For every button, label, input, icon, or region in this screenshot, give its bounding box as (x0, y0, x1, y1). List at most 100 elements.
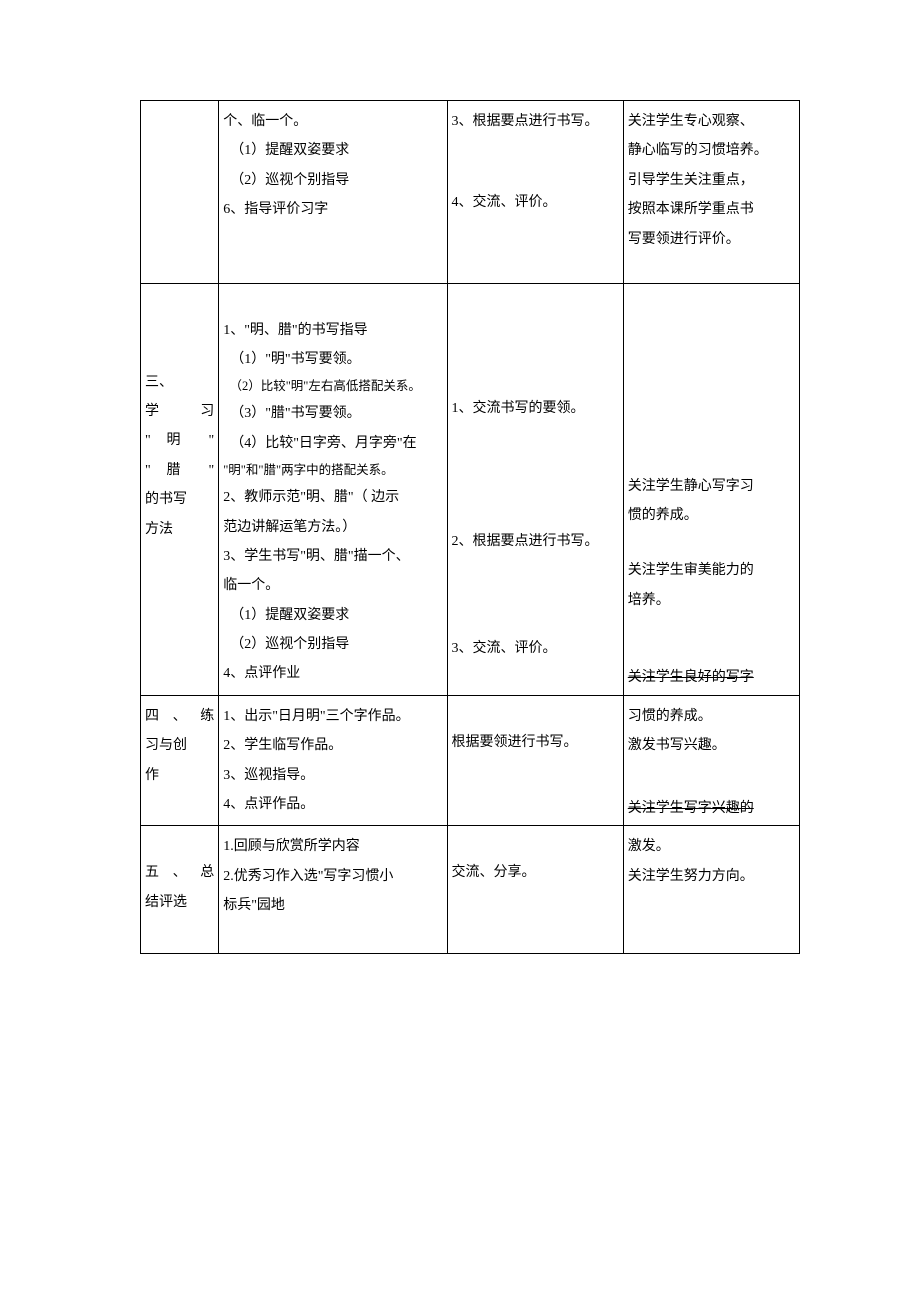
line: 1.回顾与欣赏所学内容 (223, 832, 442, 861)
line: 3、根据要点进行书写。 (452, 107, 619, 136)
line: 激发。 (628, 832, 795, 861)
line: 作 (145, 761, 214, 790)
line: 4、点评作品。 (223, 790, 442, 819)
line: 2.优秀习作入选"写字习惯小 (223, 862, 442, 891)
line: 关注学生努力方向。 (628, 862, 795, 891)
table-row: 三、 学 习 " 明 " " 腊 " 的书写 方法 1、"明、腊"的书写指导 （… (141, 283, 800, 695)
line: 2、根据要点进行书写。 (452, 527, 619, 556)
blank (452, 342, 619, 368)
cell-intent: 习惯的养成。 激发书写兴趣。 关注学生写字兴趣的 (623, 695, 799, 826)
cell-section (141, 101, 219, 284)
line: 四、练 (145, 702, 214, 731)
cell-teacher: 1、出示"日月明"三个字作品。 2、学生临写作品。 3、巡视指导。 4、点评作品… (219, 695, 447, 826)
strike-line: 关注学生良好的写字 (628, 663, 799, 692)
line: （4）比较"日字旁、月字旁"在 (223, 429, 442, 458)
line: " 明 " (145, 426, 214, 455)
line: 静心临写的习惯培养。 (628, 136, 795, 165)
line: 按照本课所学重点书 (628, 195, 795, 224)
blank (628, 420, 795, 446)
blank (145, 832, 214, 858)
blank (452, 556, 619, 582)
blank (452, 316, 619, 342)
line: 关注学生静心写字习 (628, 472, 795, 501)
line: 范边讲解运笔方法。） (223, 513, 442, 542)
cell-section: 五、总 结评选 (141, 826, 219, 953)
blank (628, 530, 795, 556)
line: 习与创 (145, 731, 214, 760)
line: 培养。 (628, 586, 795, 615)
line: 关注学生专心观察、 (628, 107, 795, 136)
line: " 腊 " (145, 456, 214, 485)
cell-teacher: 1、"明、腊"的书写指导 （1）"明"书写要领。 （2）比较"明"左右高低搭配关… (219, 283, 447, 695)
cell-section: 三、 学 习 " 明 " " 腊 " 的书写 方法 (141, 283, 219, 695)
line: 激发书写兴趣。 (628, 731, 795, 760)
line: 1、出示"日月明"三个字作品。 (223, 702, 442, 731)
line: 2、学生临写作品。 (223, 731, 442, 760)
cell-teacher: 1.回顾与欣赏所学内容 2.优秀习作入选"写字习惯小 标兵"园地 (219, 826, 447, 953)
line: 6、指导评价习字 (223, 195, 442, 224)
blank (452, 449, 619, 475)
blank (628, 342, 795, 368)
blank (452, 702, 619, 728)
blank (452, 475, 619, 501)
blank (628, 290, 795, 316)
blank (452, 136, 619, 162)
cell-student: 3、根据要点进行书写。 4、交流、评价。 (447, 101, 623, 284)
line: 标兵"园地 (223, 891, 442, 920)
line: （1）"明"书写要领。 (223, 345, 442, 374)
line: 习惯的养成。 (628, 702, 795, 731)
line: 3、交流、评价。 (452, 634, 619, 663)
cell-teacher: 个、临一个。 （1）提醒双姿要求 （2）巡视个别指导 6、指导评价习字 (219, 101, 447, 284)
line: 方法 (145, 515, 214, 544)
blank (223, 251, 442, 277)
cell-student: 交流、分享。 (447, 826, 623, 953)
line: 根据要领进行书写。 (452, 728, 619, 757)
lesson-plan-table: 个、临一个。 （1）提醒双姿要求 （2）巡视个别指导 6、指导评价习字 3、根据… (140, 100, 800, 954)
table-row: 个、临一个。 （1）提醒双姿要求 （2）巡视个别指导 6、指导评价习字 3、根据… (141, 101, 800, 284)
strike-line: 关注学生写字兴趣的 (628, 794, 799, 823)
line: （1）提醒双姿要求 (223, 136, 442, 165)
blank (452, 832, 619, 858)
blank (145, 316, 214, 342)
blank (452, 608, 619, 634)
line: 个、临一个。 (223, 107, 442, 136)
blank (628, 368, 795, 394)
blank (223, 290, 442, 316)
line: 3、巡视指导。 (223, 761, 442, 790)
line: 惯的养成。 (628, 501, 795, 530)
blank (628, 316, 795, 342)
blank (452, 582, 619, 608)
blank (628, 394, 795, 420)
line: 交流、分享。 (452, 858, 619, 887)
cell-student: 根据要领进行书写。 (447, 695, 623, 826)
line: 写要领进行评价。 (628, 225, 795, 254)
line: 的书写 (145, 485, 214, 514)
line: 4、点评作业 (223, 659, 442, 688)
blank (628, 446, 795, 472)
line: 1、交流书写的要领。 (452, 394, 619, 423)
blank (145, 290, 214, 316)
table-row: 四、练 习与创 作 1、出示"日月明"三个字作品。 2、学生临写作品。 3、巡视… (141, 695, 800, 826)
line: （3）"腊"书写要领。 (223, 399, 442, 428)
cell-student: 1、交流书写的要领。 2、根据要点进行书写。 3、交流、评价。 (447, 283, 623, 695)
blank (223, 921, 442, 947)
line: （2）巡视个别指导 (223, 166, 442, 195)
cell-intent: 关注学生专心观察、 静心临写的习惯培养。 引导学生关注重点， 按照本课所学重点书… (623, 101, 799, 284)
document-page: 个、临一个。 （1）提醒双姿要求 （2）巡视个别指导 6、指导评价习字 3、根据… (0, 0, 920, 1014)
line: 三、 (145, 368, 214, 397)
blank (452, 501, 619, 527)
blank (452, 290, 619, 316)
cell-intent: 关注学生静心写字习 惯的养成。 关注学生审美能力的 培养。 关注学生良好的写字 (623, 283, 799, 695)
blank (452, 162, 619, 188)
cell-intent: 激发。 关注学生努力方向。 (623, 826, 799, 953)
blank (452, 423, 619, 449)
line: （2）比较"明"左右高低搭配关系。 (223, 374, 442, 399)
blank (145, 342, 214, 368)
line: 关注学生审美能力的 (628, 556, 795, 585)
line: （1）提醒双姿要求 (223, 601, 442, 630)
line: 引导学生关注重点， (628, 166, 795, 195)
line: 4、交流、评价。 (452, 188, 619, 217)
blank (452, 368, 619, 394)
line: 五、总 (145, 858, 214, 887)
blank (223, 225, 442, 251)
